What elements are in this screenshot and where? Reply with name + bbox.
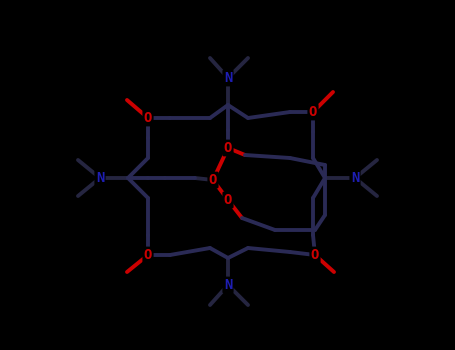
Text: N: N	[351, 171, 359, 185]
Text: N: N	[224, 71, 232, 85]
Text: O: O	[224, 193, 232, 207]
Text: O: O	[144, 111, 152, 125]
Text: O: O	[309, 105, 317, 119]
Text: O: O	[224, 141, 232, 155]
Text: O: O	[144, 248, 152, 262]
Text: O: O	[311, 248, 319, 262]
Text: N: N	[224, 278, 232, 292]
Text: O: O	[209, 173, 217, 187]
Text: N: N	[96, 171, 104, 185]
